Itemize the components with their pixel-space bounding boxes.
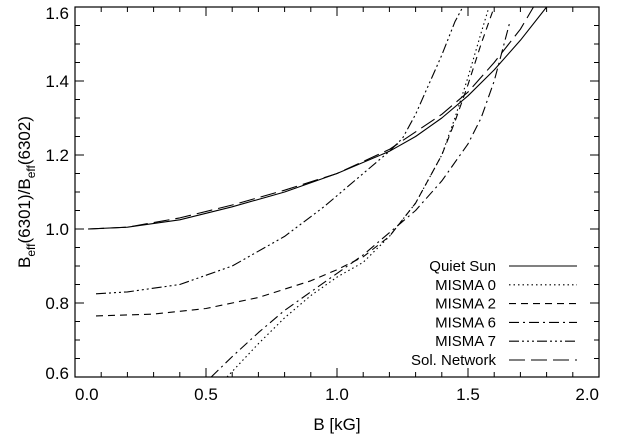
legend-label: MISMA 0 — [435, 277, 496, 294]
y-axis-title-suffix: (6302) — [15, 116, 34, 165]
series-line-misma-6 — [210, 21, 511, 377]
x-tick-label: 2.0 — [575, 385, 599, 404]
y-tick-label: 1.6 — [45, 4, 69, 23]
y-axis-title-sub1: eff — [24, 243, 38, 257]
y-tick-label: 1.0 — [45, 220, 69, 239]
legend-label: MISMA 7 — [435, 333, 496, 350]
y-tick-label: 0.6 — [45, 364, 69, 383]
y-axis-title: Beff(6301)/Beff(6302) — [15, 116, 38, 268]
y-axis-title-prefix: B — [15, 257, 34, 268]
x-tick-label: 1.0 — [325, 385, 349, 404]
axes-group: 0.0 0.5 1.0 1.5 2.0 0.6 0.8 1.0 1.2 1.4 1.6 — [45, 4, 600, 404]
series-line-misma-7 — [95, 7, 464, 295]
legend-label: Sol. Network — [411, 352, 497, 369]
series-line-misma-2 — [95, 7, 495, 317]
plot-frame — [74, 6, 600, 378]
y-axis-title-mid: (6301)/B — [15, 178, 34, 243]
y-axis-title-sub2: eff — [24, 165, 38, 179]
legend-label: Quiet Sun — [429, 258, 496, 275]
y-tick-label: 0.8 — [45, 294, 69, 313]
series-layer — [88, 7, 548, 377]
series-line-quiet-sun — [88, 7, 548, 230]
legend-label: MISMA 6 — [435, 314, 496, 331]
x-tick-label: 0.0 — [75, 385, 99, 404]
legend-label: MISMA 2 — [435, 296, 496, 313]
x-tick-label: 1.5 — [456, 385, 480, 404]
y-tick-label: 1.2 — [45, 146, 69, 165]
y-tick-label: 1.4 — [45, 72, 69, 91]
x-axis-title: B [kG] — [313, 415, 360, 434]
series-line-sol-network — [88, 7, 534, 230]
x-tick-label: 0.5 — [194, 385, 218, 404]
